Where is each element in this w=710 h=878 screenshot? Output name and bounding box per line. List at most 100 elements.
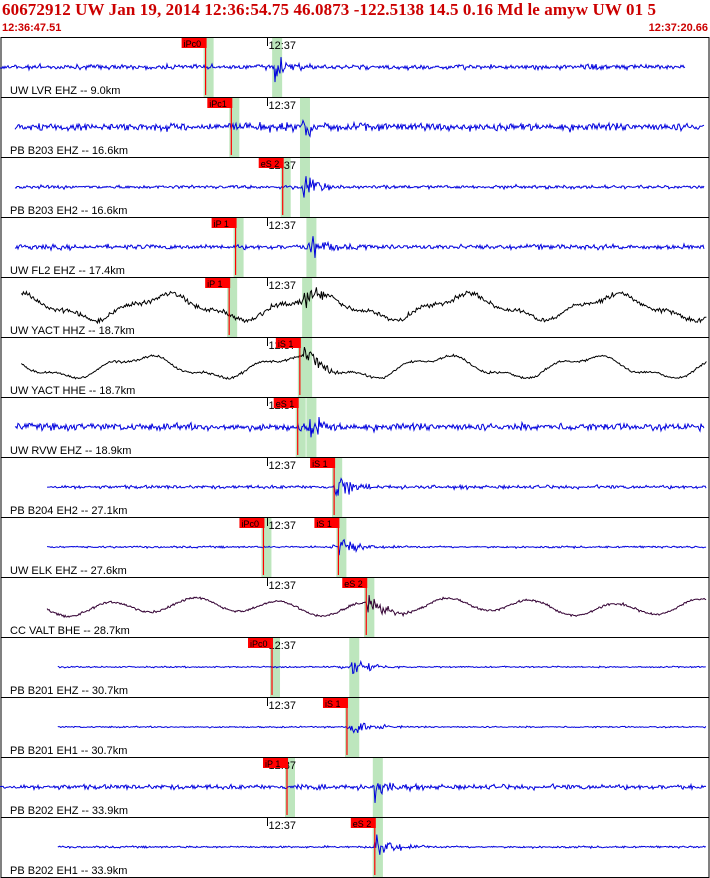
p-pick-flag bbox=[258, 158, 284, 168]
p-pick-flag bbox=[342, 578, 368, 588]
p-pick-flag bbox=[350, 818, 376, 828]
trace-panel: 12:37 iP 1 UW YACT HHZ -- 18.7km bbox=[0, 277, 710, 338]
trace-panel: 12:37 eS 2 PB B202 EH1 -- 33.9km bbox=[0, 817, 710, 878]
p-pick-label: iS 1 bbox=[278, 339, 294, 349]
s-pick-window bbox=[302, 278, 313, 337]
trace-label: PB B204 EH2 -- 27.1km bbox=[10, 505, 127, 517]
trace-label: UW ELK EHZ -- 27.6km bbox=[10, 565, 127, 577]
p-pick-flag bbox=[181, 38, 207, 48]
p-pick-flag bbox=[248, 638, 274, 648]
s-pick-window bbox=[364, 578, 375, 637]
p-pick-label: eS 2 bbox=[261, 159, 280, 169]
trace-label: UW YACT HHZ -- 18.7km bbox=[10, 325, 135, 337]
p-pick-flag bbox=[322, 698, 348, 708]
s-pick-flag bbox=[314, 518, 340, 528]
trace-label: PB B202 EH1 -- 33.9km bbox=[10, 865, 127, 877]
trace-label: PB B203 EHZ -- 16.6km bbox=[10, 145, 128, 157]
p-pick-flag bbox=[211, 218, 237, 228]
minute-tick-label: 12:37 bbox=[269, 100, 297, 112]
waveform-trace bbox=[57, 659, 706, 675]
p-pick-window bbox=[280, 158, 291, 217]
minute-tick-label: 12:37 bbox=[269, 220, 297, 232]
s-pick-window bbox=[306, 398, 317, 457]
p-pick-label: iS 1 bbox=[325, 699, 341, 709]
trace-panel: 12:37 iS 1 PB B201 EH1 -- 30.7km bbox=[0, 697, 710, 758]
p-pick-window bbox=[284, 758, 295, 817]
trace-label: UW RVW EHZ -- 18.9km bbox=[10, 445, 131, 457]
p-pick-flag bbox=[207, 98, 233, 108]
p-pick-label: eS 2 bbox=[353, 819, 372, 829]
waveform-trace bbox=[0, 57, 686, 83]
p-pick-window bbox=[227, 278, 238, 337]
start-time-label: 12:36:47.51 bbox=[2, 22, 62, 34]
waveform-trace bbox=[21, 287, 707, 325]
p-pick-window bbox=[295, 398, 306, 457]
p-pick-label: iPc0 bbox=[250, 639, 268, 649]
waveform-trace bbox=[14, 118, 705, 138]
trace-panel: 12:37 eS 2 CC VALT BHE -- 28.7km bbox=[0, 577, 710, 638]
s-pick-label: iS 1 bbox=[316, 519, 332, 529]
p-pick-label: iPc0 bbox=[184, 39, 202, 49]
end-time-label: 12:37:20.66 bbox=[648, 22, 708, 34]
trace-label: PB B201 EHZ -- 30.7km bbox=[10, 685, 128, 697]
waveform-trace bbox=[14, 176, 705, 198]
waveform-trace bbox=[21, 346, 707, 380]
waveform-trace bbox=[46, 594, 707, 619]
p-pick-label: eS 1 bbox=[276, 399, 295, 409]
p-pick-label: iPc0 bbox=[241, 519, 259, 529]
minute-tick-label: 12:37 bbox=[269, 700, 297, 712]
waveform-trace bbox=[57, 722, 707, 734]
event-title: 60672912 UW Jan 19, 2014 12:36:54.75 46.… bbox=[2, 0, 657, 19]
trace-panel: 12:37 iPc1 PB B203 EHZ -- 16.6km bbox=[0, 97, 710, 158]
p-pick-flag bbox=[275, 338, 301, 348]
trace-panel: 12:37 iPc0 UW LVR EHZ -- 9.0km bbox=[0, 37, 710, 98]
trace-panel: 12:37 iP 1 UW FL2 EHZ -- 17.4km bbox=[0, 217, 710, 278]
p-pick-window bbox=[270, 638, 281, 697]
waveform-trace bbox=[47, 477, 707, 497]
minute-tick-label: 12:37 bbox=[269, 40, 297, 52]
p-pick-label: iPc1 bbox=[209, 99, 227, 109]
p-pick-flag bbox=[273, 398, 299, 408]
waveform-trace bbox=[0, 782, 707, 803]
p-pick-flag bbox=[310, 458, 336, 468]
p-pick-label: iP 1 bbox=[207, 279, 222, 289]
s-pick-window bbox=[372, 758, 383, 817]
minute-tick-label: 12:37 bbox=[269, 460, 297, 472]
trace-panel: 12:37 iPc0 iS 1 UW ELK EHZ -- 27.6km bbox=[0, 517, 710, 578]
trace-label: UW YACT HHE -- 18.7km bbox=[10, 385, 135, 397]
minute-tick-label: 12:37 bbox=[269, 520, 297, 532]
p-pick-flag bbox=[239, 518, 265, 528]
p-pick-label: eS 2 bbox=[344, 579, 363, 589]
s-pick-window bbox=[336, 518, 347, 577]
s-pick-window bbox=[372, 818, 383, 877]
trace-label: UW FL2 EHZ -- 17.4km bbox=[10, 265, 125, 277]
trace-panel: 12:37 iS 1 PB B204 EH2 -- 27.1km bbox=[0, 457, 710, 518]
s-pick-window bbox=[272, 38, 283, 97]
waveform-trace bbox=[57, 834, 707, 855]
s-pick-window bbox=[332, 458, 343, 517]
trace-label: PB B201 EH1 -- 30.7km bbox=[10, 745, 127, 757]
plot-header: 60672912 UW Jan 19, 2014 12:36:54.75 46.… bbox=[0, 0, 710, 37]
minute-tick-label: 12:37 bbox=[269, 280, 297, 292]
trace-label: CC VALT BHE -- 28.7km bbox=[10, 625, 130, 637]
trace-label: UW LVR EHZ -- 9.0km bbox=[10, 85, 120, 97]
minute-tick-label: 12:37 bbox=[269, 820, 297, 832]
p-pick-label: iS 1 bbox=[312, 459, 328, 469]
p-pick-label: iP 1 bbox=[214, 219, 229, 229]
trace-label: PB B202 EHZ -- 33.9km bbox=[10, 805, 128, 817]
p-pick-flag bbox=[205, 278, 231, 288]
p-pick-label: iP 1 bbox=[265, 759, 280, 769]
s-pick-window bbox=[302, 338, 313, 397]
minute-tick-label: 12:37 bbox=[269, 580, 297, 592]
waveform-trace bbox=[47, 538, 707, 556]
waveform-trace bbox=[14, 416, 705, 438]
waveform-trace bbox=[14, 236, 705, 258]
minute-tick-label: 12:37 bbox=[269, 640, 297, 652]
s-pick-window bbox=[349, 698, 360, 757]
p-pick-flag bbox=[262, 758, 288, 768]
